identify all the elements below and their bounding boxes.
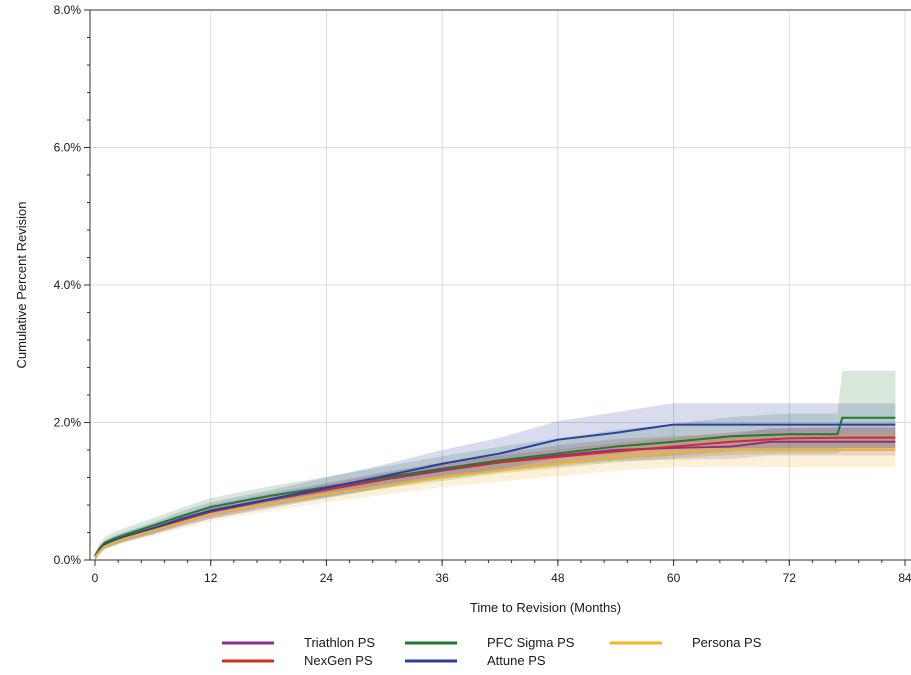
legend-item-persona-ps: Persona PS	[610, 635, 762, 650]
x-tick-label: 72	[783, 571, 797, 585]
legend-item-triathlon-ps: Triathlon PS	[222, 635, 375, 650]
legend-item-attune-ps: Attune PS	[405, 653, 546, 668]
confidence-band-pfc-sigma-ps	[95, 370, 896, 560]
confidence-band-nexgen-ps	[95, 426, 896, 560]
axis-layer: 0.0% 2.0% 4.0% 6.0% 8.0% 0 12 24 36 48 60 72 84	[54, 3, 911, 585]
x-tick-label: 24	[320, 571, 334, 585]
legend-label-persona-ps: Persona PS	[692, 635, 762, 650]
x-axis-title: Time to Revision (Months)	[470, 600, 621, 615]
series-line-layer	[94, 416, 896, 558]
legend-item-nexgen-ps: NexGen PS	[222, 653, 373, 668]
legend-label-triathlon-ps: Triathlon PS	[304, 635, 375, 650]
x-tick-label: 12	[204, 571, 218, 585]
series-line-persona-ps	[94, 449, 896, 558]
legend-label-nexgen-ps: NexGen PS	[304, 653, 373, 668]
y-tick-label: 4.0%	[54, 278, 82, 292]
legend-label-pfc-sigma-ps: PFC Sigma PS	[487, 635, 575, 650]
x-tick-label: 84	[898, 571, 911, 585]
y-tick-label: 2.0%	[54, 416, 82, 430]
x-tick-label: 0	[92, 571, 99, 585]
legend-label-attune-ps: Attune PS	[487, 653, 546, 668]
series-line-pfc-sigma-ps	[94, 416, 896, 557]
confidence-band-layer	[95, 370, 896, 560]
confidence-band-attune-ps	[95, 403, 896, 560]
y-tick-label: 8.0%	[54, 3, 82, 17]
y-axis-title: Cumulative Percent Revision	[14, 202, 29, 369]
x-tick-label: 60	[667, 571, 681, 585]
x-tick-label: 48	[551, 571, 565, 585]
y-tick-label: 0.0%	[54, 553, 82, 567]
y-tick-label: 6.0%	[54, 141, 82, 155]
legend: Triathlon PS PFC Sigma PS Persona PS NexGen…	[222, 635, 762, 668]
legend-item-pfc-sigma-ps: PFC Sigma PS	[405, 635, 575, 650]
confidence-band-persona-ps	[95, 432, 896, 560]
x-tick-label: 36	[435, 571, 449, 585]
series-line-attune-ps	[94, 423, 896, 558]
